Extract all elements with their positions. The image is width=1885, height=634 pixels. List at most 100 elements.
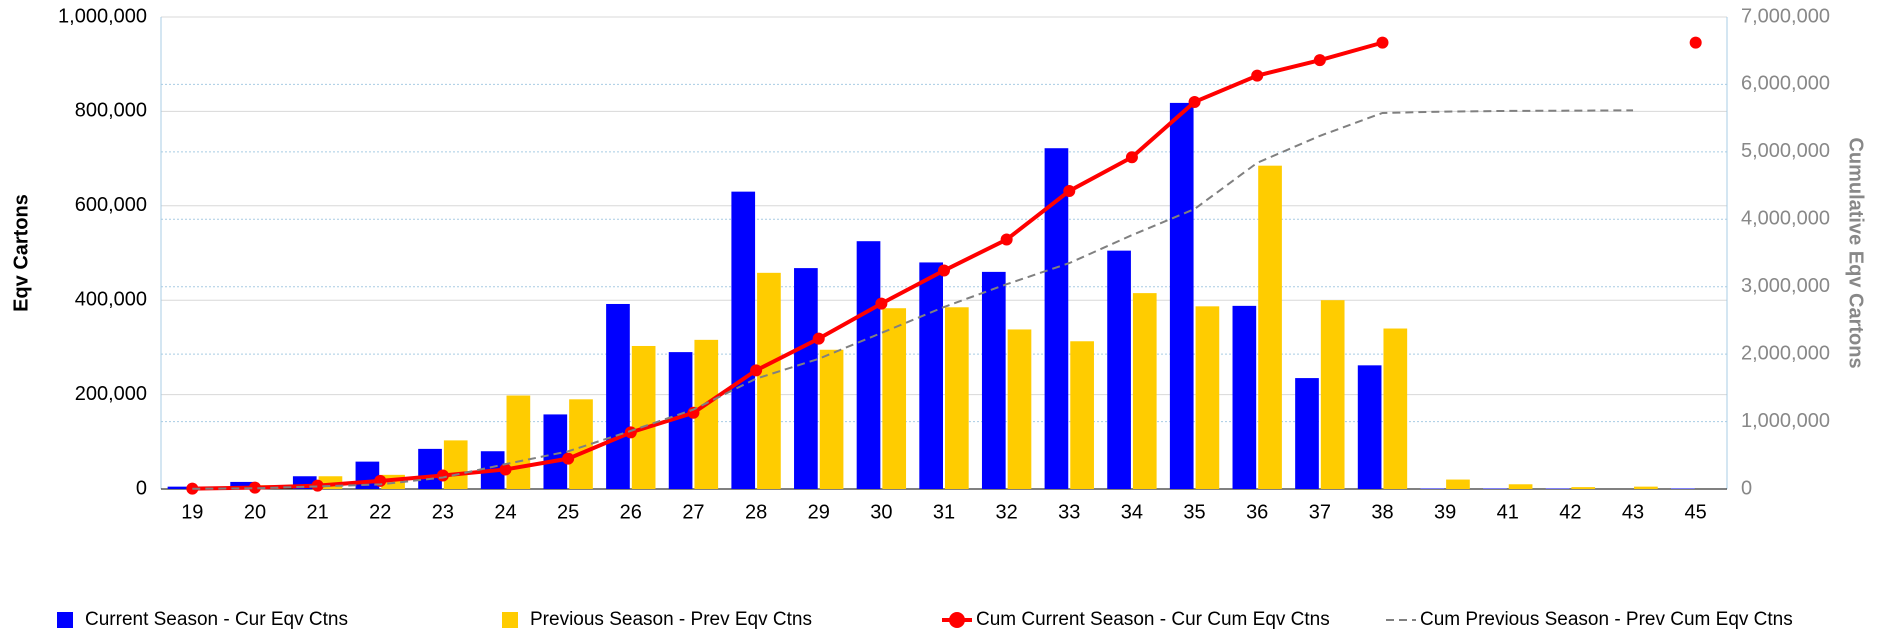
bar: [543, 414, 568, 489]
y2-tick-label: 1,000,000: [1741, 410, 1830, 432]
bar: [1295, 378, 1319, 489]
line-point: [875, 297, 888, 310]
bar: [230, 481, 254, 489]
x-tick-label: 35: [1183, 501, 1205, 523]
bar: [882, 308, 907, 489]
bar: [694, 339, 719, 489]
series-line: [192, 109, 1634, 490]
bar: [668, 352, 693, 489]
bar: [167, 486, 192, 489]
x-tick-label: 28: [745, 501, 767, 523]
line-point: [311, 479, 324, 492]
x-tick-label: 43: [1622, 501, 1644, 523]
bar: [1357, 365, 1382, 489]
x-tick-label: 26: [620, 501, 642, 523]
line-point: [1188, 95, 1201, 108]
y-tick-label: 1,000,000: [58, 5, 147, 27]
bar: [1634, 486, 1658, 489]
bar: [1195, 306, 1220, 489]
x-tick-label: 22: [369, 501, 391, 523]
legend-swatch: [502, 612, 518, 628]
bar: [569, 399, 593, 489]
x-tick-label: 37: [1309, 501, 1331, 523]
line-point: [436, 469, 449, 482]
y2-tick-label: 5,000,000: [1741, 140, 1830, 162]
x-tick-label: 34: [1121, 501, 1143, 523]
bar: [1232, 305, 1257, 489]
bar: [819, 349, 844, 489]
y2-axis-title: Cumulative Eqv Cartons: [1845, 137, 1867, 368]
x-tick-label: 32: [996, 501, 1018, 523]
y2-tick-label: 7,000,000: [1741, 5, 1830, 27]
x-tick-label: 41: [1497, 501, 1519, 523]
x-tick-label: 25: [557, 501, 579, 523]
y2-tick-label: 4,000,000: [1741, 208, 1830, 230]
y-tick-label: 800,000: [75, 100, 147, 122]
bar: [1508, 484, 1533, 489]
x-tick-label: 30: [870, 501, 892, 523]
bar: [1571, 487, 1596, 489]
bar: [418, 448, 442, 489]
x-tick-label: 38: [1371, 501, 1393, 523]
x-tick-label: 39: [1434, 501, 1456, 523]
x-tick-label: 27: [682, 501, 704, 523]
bar: [981, 271, 1006, 489]
bar: [856, 241, 881, 489]
bar: [606, 303, 630, 489]
bar: [945, 307, 969, 489]
line-point: [1689, 36, 1702, 49]
bar: [1446, 479, 1470, 489]
line-point: [1000, 233, 1013, 246]
legend-label: Current Season - Cur Eqv Ctns: [85, 609, 348, 630]
line-point: [562, 452, 575, 465]
legend-swatch: [57, 612, 73, 628]
bar: [919, 262, 943, 489]
bar: [1107, 250, 1131, 489]
legend-swatch: [949, 612, 965, 628]
bar: [1070, 341, 1094, 489]
bar: [1383, 328, 1408, 489]
bar: [731, 191, 756, 489]
bar: [1258, 165, 1282, 489]
line-point: [1251, 69, 1264, 82]
y2-tick-label: 6,000,000: [1741, 73, 1830, 95]
line-point: [938, 264, 950, 277]
x-tick-label: 23: [432, 501, 454, 523]
x-tick-label: 29: [808, 501, 830, 523]
y2-tick-label: 2,000,000: [1741, 342, 1830, 364]
legend-label: Cum Previous Season - Prev Cum Eqv Ctns: [1420, 609, 1793, 630]
legend-label: Previous Season - Prev Eqv Ctns: [530, 609, 812, 630]
line-point: [1313, 54, 1326, 67]
y-tick-label: 400,000: [75, 288, 147, 310]
bar: [757, 272, 781, 489]
x-tick-label: 20: [244, 501, 266, 523]
line-point: [750, 364, 763, 377]
x-tick-label: 21: [306, 501, 328, 523]
bar: [631, 345, 656, 489]
bar: [1132, 293, 1157, 489]
legend-label: Cum Current Season - Cur Cum Eqv Ctns: [976, 609, 1330, 630]
bar: [1044, 148, 1069, 489]
y2-tick-label: 0: [1741, 477, 1752, 499]
x-tick-label: 19: [181, 501, 203, 523]
x-tick-label: 42: [1559, 501, 1581, 523]
line-point: [624, 426, 637, 439]
x-tick-label: 45: [1685, 501, 1707, 523]
y2-tick-label: 3,000,000: [1741, 275, 1830, 297]
line-point: [499, 463, 512, 476]
y-tick-label: 200,000: [75, 383, 147, 405]
x-tick-label: 24: [494, 501, 516, 523]
bar: [1007, 329, 1032, 489]
bar: [794, 268, 818, 489]
bar: [443, 440, 468, 489]
bar: [1320, 300, 1345, 489]
x-tick-label: 31: [933, 501, 955, 523]
line-point: [812, 332, 825, 345]
line-point: [1376, 36, 1389, 49]
y-tick-label: 0: [136, 477, 147, 499]
bar: [506, 395, 531, 489]
x-tick-label: 36: [1246, 501, 1268, 523]
bar: [1169, 102, 1194, 490]
line-point: [1125, 151, 1138, 164]
